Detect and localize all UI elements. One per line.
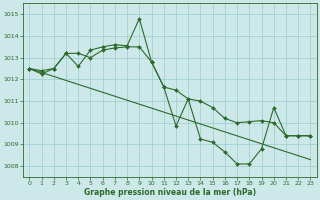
X-axis label: Graphe pression niveau de la mer (hPa): Graphe pression niveau de la mer (hPa) — [84, 188, 256, 197]
